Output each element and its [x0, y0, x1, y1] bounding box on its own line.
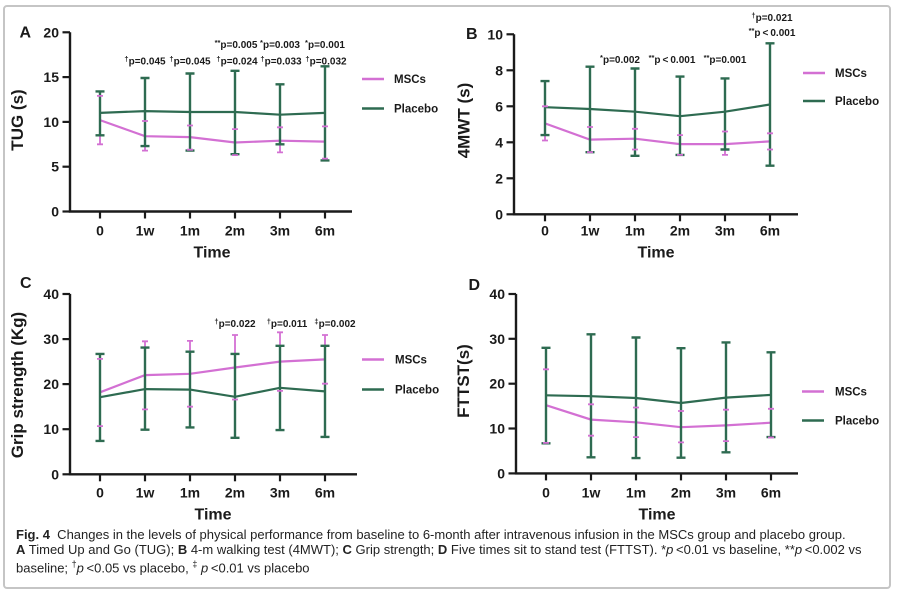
svg-text:3m: 3m: [270, 485, 290, 501]
svg-text:A: A: [20, 25, 32, 42]
svg-text:6m: 6m: [761, 485, 781, 501]
svg-text:20: 20: [43, 24, 59, 40]
svg-text:**p < 0.001: **p < 0.001: [749, 26, 796, 39]
svg-text:1w: 1w: [582, 485, 601, 501]
svg-text:Placebo: Placebo: [394, 104, 438, 116]
svg-text:**p=0.005: **p=0.005: [215, 38, 258, 51]
svg-text:Grip strength (Kg): Grip strength (Kg): [8, 312, 27, 458]
svg-text:2: 2: [495, 170, 503, 186]
svg-text:4MWT (s): 4MWT (s): [455, 83, 474, 159]
svg-text:0: 0: [51, 466, 59, 482]
svg-text:D: D: [469, 277, 481, 294]
svg-text:2m: 2m: [225, 223, 245, 239]
svg-text:TUG (s): TUG (s): [8, 89, 27, 150]
svg-text:Placebo: Placebo: [835, 416, 879, 428]
svg-text:MSCs: MSCs: [835, 68, 867, 80]
svg-text:**p=0.001: **p=0.001: [704, 53, 747, 66]
svg-text:MSCs: MSCs: [394, 74, 426, 86]
svg-text:*p=0.001: *p=0.001: [305, 38, 345, 51]
svg-text:5: 5: [51, 159, 59, 175]
svg-text:Time: Time: [637, 244, 674, 261]
svg-text:10: 10: [487, 26, 503, 42]
svg-text:3m: 3m: [716, 485, 736, 501]
svg-text:8: 8: [495, 62, 503, 78]
svg-text:†p=0.011: †p=0.011: [267, 317, 308, 330]
svg-text:20: 20: [43, 376, 59, 392]
svg-text:6m: 6m: [760, 223, 780, 239]
svg-text:†p=0.022: †p=0.022: [214, 317, 256, 330]
svg-text:†p=0.032: †p=0.032: [305, 55, 347, 68]
svg-text:0: 0: [96, 485, 104, 501]
svg-text:2m: 2m: [670, 223, 690, 239]
svg-text:1m: 1m: [180, 485, 200, 501]
svg-text:0: 0: [495, 206, 503, 222]
svg-text:1w: 1w: [136, 223, 155, 239]
svg-text:4: 4: [495, 134, 503, 150]
svg-text:C: C: [20, 275, 32, 292]
svg-text:FTTST(s): FTTST(s): [454, 344, 473, 418]
svg-text:**p < 0.001: **p < 0.001: [649, 53, 696, 66]
svg-text:2m: 2m: [671, 485, 691, 501]
svg-text:1m: 1m: [180, 223, 200, 239]
svg-text:3m: 3m: [270, 223, 290, 239]
svg-text:MSCs: MSCs: [395, 355, 427, 367]
svg-text:1w: 1w: [136, 485, 155, 501]
svg-text:Time: Time: [638, 507, 675, 524]
svg-text:Placebo: Placebo: [835, 96, 879, 108]
svg-text:1m: 1m: [625, 223, 645, 239]
svg-text:10: 10: [43, 421, 59, 437]
svg-text:0: 0: [96, 223, 104, 239]
svg-text:†p=0.024: †p=0.024: [216, 55, 258, 68]
svg-text:0: 0: [541, 223, 549, 239]
svg-text:Time: Time: [193, 244, 230, 261]
svg-text:0: 0: [542, 485, 550, 501]
svg-text:15: 15: [43, 69, 59, 85]
svg-text:MSCs: MSCs: [835, 387, 867, 399]
svg-text:†p=0.045: †p=0.045: [124, 55, 166, 68]
svg-text:10: 10: [489, 421, 505, 437]
svg-text:0: 0: [51, 204, 59, 220]
svg-text:20: 20: [489, 376, 505, 392]
svg-text:†p=0.021: †p=0.021: [751, 11, 793, 24]
svg-text:1m: 1m: [626, 485, 646, 501]
svg-text:2m: 2m: [225, 485, 245, 501]
svg-text:6: 6: [495, 98, 503, 114]
svg-text:0: 0: [497, 465, 505, 481]
svg-text:Time: Time: [194, 507, 231, 524]
svg-text:†p=0.045: †p=0.045: [169, 55, 211, 68]
svg-text:40: 40: [43, 286, 59, 302]
svg-text:‡p=0.002: ‡p=0.002: [314, 317, 356, 330]
svg-text:1w: 1w: [581, 223, 600, 239]
svg-text:*p=0.003: *p=0.003: [260, 38, 300, 51]
svg-text:30: 30: [43, 331, 59, 347]
svg-text:Placebo: Placebo: [395, 385, 439, 397]
svg-text:*p=0.002: *p=0.002: [600, 53, 640, 66]
svg-text:†p=0.033: †p=0.033: [260, 55, 302, 68]
svg-text:6m: 6m: [315, 223, 335, 239]
svg-text:40: 40: [489, 286, 505, 302]
svg-text:10: 10: [43, 114, 59, 130]
svg-text:30: 30: [489, 331, 505, 347]
svg-text:6m: 6m: [315, 485, 335, 501]
svg-text:3m: 3m: [715, 223, 735, 239]
svg-text:B: B: [466, 26, 478, 43]
